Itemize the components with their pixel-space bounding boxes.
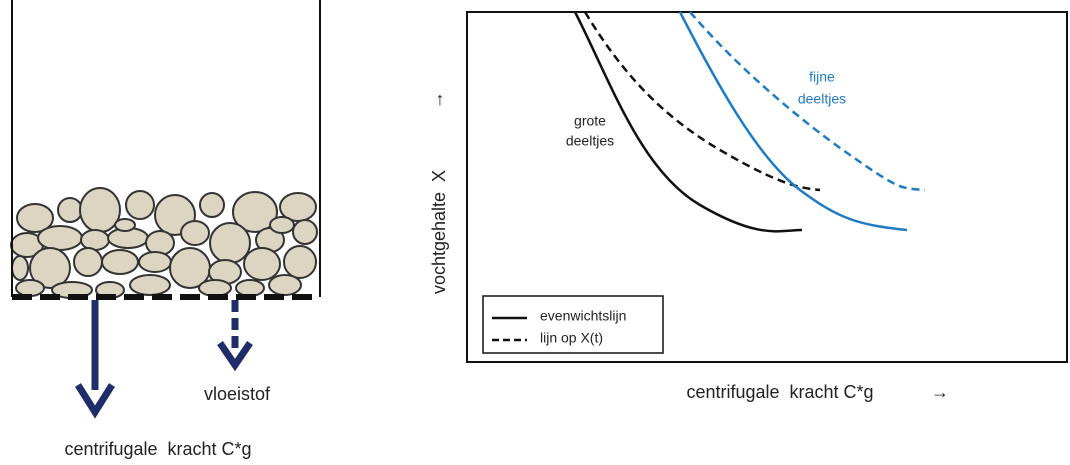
equilibrium-line-coarse: [573, 11, 803, 233]
particle: [279, 192, 317, 222]
curve-label: deeltjes: [798, 91, 846, 107]
x-axis-label: centrifugale kracht C*g: [686, 382, 873, 402]
particle: [138, 251, 172, 273]
particle: [199, 192, 225, 218]
particle: [79, 187, 121, 233]
particle: [209, 222, 251, 264]
particle: [11, 255, 29, 281]
particle: [16, 203, 54, 233]
particle: [15, 279, 45, 297]
particle: [268, 274, 302, 296]
particle: [269, 216, 295, 234]
particle: [180, 220, 210, 246]
plot-frame: [466, 11, 1068, 363]
particle: [57, 197, 83, 223]
legend-label: evenwichtslijn: [540, 308, 626, 324]
particle: [235, 279, 265, 297]
particle-bed: [10, 187, 318, 299]
particle: [73, 247, 103, 277]
particle: [283, 245, 317, 279]
particle: [80, 229, 110, 251]
particle: [292, 219, 318, 245]
particle: [243, 247, 281, 281]
curve-label: grote: [574, 113, 606, 129]
y-arrow: ↑: [436, 89, 445, 109]
time-line-coarse: [583, 11, 821, 192]
particle: [129, 274, 171, 296]
liquid-label: vloeistof: [204, 384, 271, 404]
particle: [125, 190, 155, 220]
legend-box: [482, 295, 664, 354]
equilibrium-line-fine: [678, 11, 908, 232]
force-arrowhead: [75, 383, 115, 419]
curve-label: deeltjes: [566, 133, 614, 149]
y-axis-label: vochtgehalte X: [429, 170, 449, 294]
x-arrow: →: [931, 382, 949, 402]
time-line-fine: [689, 11, 926, 192]
particle: [145, 230, 175, 256]
particle: [101, 249, 139, 275]
legend-label: lijn op X(t): [540, 330, 603, 346]
particle: [37, 225, 83, 251]
liquid-arrowhead: [217, 341, 253, 372]
curve-label: fijne: [809, 69, 835, 85]
force-label: centrifugale kracht C*g: [64, 439, 251, 459]
particle: [114, 218, 136, 232]
particle: [29, 247, 71, 289]
particle: [232, 191, 278, 233]
particle: [198, 279, 232, 297]
